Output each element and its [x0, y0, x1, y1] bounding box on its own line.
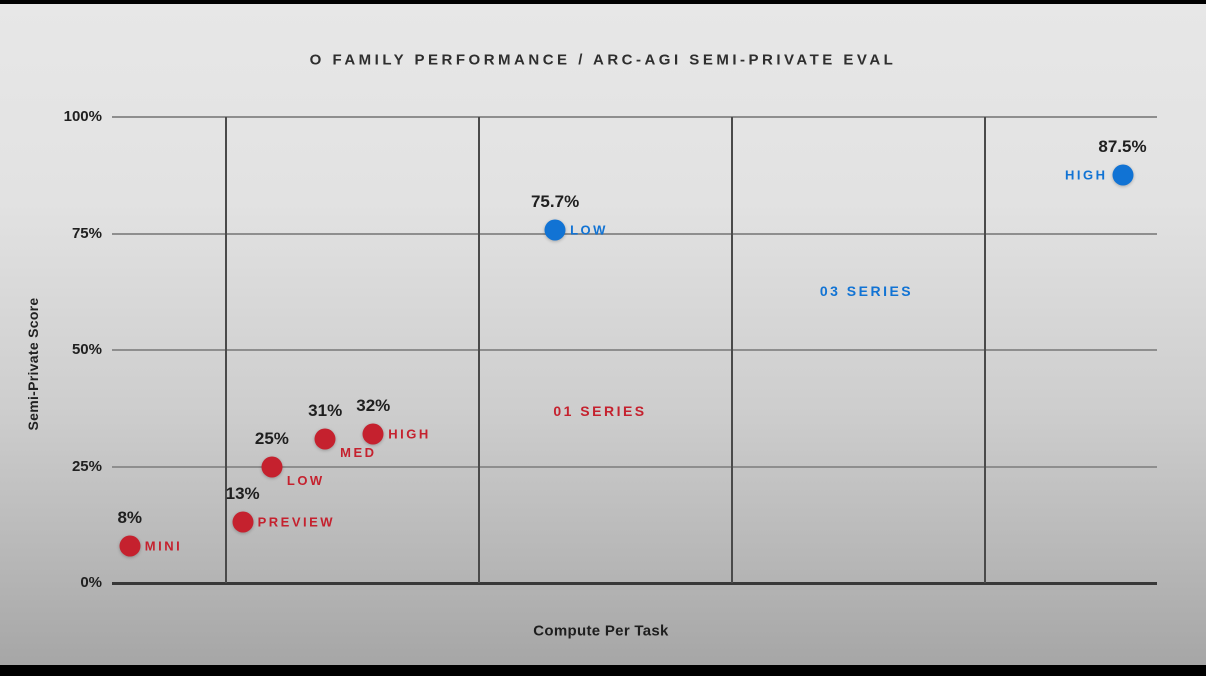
letterbox-top-bar [0, 0, 1206, 4]
point-name-label-01-series-high: HIGH [388, 426, 431, 442]
gridline-y-0 [112, 581, 1157, 585]
value-label-01-series-preview: 13% [225, 484, 260, 504]
value-label-01-series-low: 25% [254, 428, 289, 448]
video-frame-background: O FAMILY PERFORMANCE / ARC-AGI SEMI-PRIV… [0, 4, 1206, 665]
point-name-label-01-series-mini: MINI [144, 538, 183, 554]
data-point-03-series-low [544, 219, 566, 241]
gridline-x-2 [477, 117, 480, 583]
point-name-label-03-series-high: HIGH [1065, 167, 1108, 183]
data-point-01-series-preview [232, 511, 254, 533]
data-point-03-series-high [1112, 164, 1133, 186]
value-label-03-series-low: 75.7% [530, 192, 580, 212]
value-label-03-series-high: 87.5% [1098, 137, 1147, 157]
point-name-label-03-series-low: LOW [570, 222, 608, 238]
y-axis-title: Semi-Private Score [25, 297, 41, 431]
gridline-x-4 [983, 117, 986, 583]
value-label-01-series-high: 32% [356, 395, 391, 415]
gridline-x-1 [224, 117, 227, 583]
data-point-01-series-mini [119, 535, 141, 557]
gridline-y-50 [112, 349, 1157, 351]
value-label-01-series-med: 31% [308, 400, 343, 420]
value-label-01-series-mini: 8% [117, 507, 143, 527]
gridline-x-3 [730, 117, 733, 583]
y-tick-label-0: 0% [80, 574, 102, 591]
letterbox-bottom-bar [0, 665, 1206, 676]
gridline-y-25 [112, 465, 1157, 468]
series-label-01-series: 01 SERIES [553, 403, 647, 420]
data-point-01-series-low [261, 456, 283, 477]
x-axis-title: Compute Per Task [533, 622, 669, 640]
point-name-label-01-series-med: MED [340, 444, 377, 460]
y-tick-label-75: 75% [71, 224, 102, 242]
series-label-03-series: 03 SERIES [819, 282, 914, 299]
y-tick-label-100: 100% [63, 108, 102, 125]
point-name-label-01-series-preview: PREVIEW [257, 514, 336, 530]
gridline-y-100 [112, 116, 1157, 118]
gridline-y-75 [112, 232, 1157, 235]
data-point-01-series-high [362, 423, 384, 445]
y-tick-label-25: 25% [71, 457, 102, 475]
chart-title: O FAMILY PERFORMANCE / ARC-AGI SEMI-PRIV… [309, 51, 897, 69]
data-point-01-series-med [314, 428, 336, 450]
point-name-label-01-series-low: LOW [286, 472, 325, 488]
y-tick-label-50: 50% [71, 341, 102, 358]
